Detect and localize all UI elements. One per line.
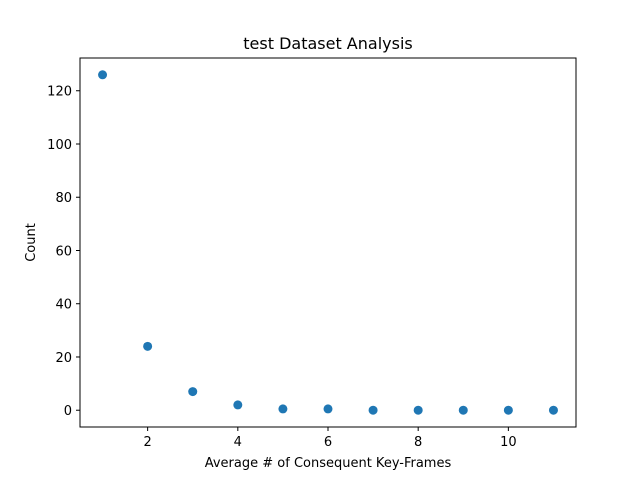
y-tick-label: 100 [47, 138, 72, 153]
data-point [503, 405, 513, 415]
x-axis-ticks: 2 4 6 8 10 [143, 427, 517, 450]
y-tick-label: 120 [47, 85, 72, 100]
data-point [413, 405, 423, 415]
x-tick-label: 6 [324, 435, 332, 450]
data-point [458, 405, 468, 415]
x-tick-label: 2 [143, 435, 151, 450]
chart-title: test Dataset Analysis [243, 34, 412, 53]
y-axis-label: Count [24, 223, 39, 262]
data-point [278, 404, 288, 414]
x-tick-label: 10 [500, 435, 517, 450]
y-tick-label: 40 [55, 298, 72, 313]
x-axis-label: Average # of Consequent Key-Frames [205, 456, 452, 471]
data-points [98, 70, 558, 415]
data-point [323, 404, 333, 414]
y-tick-label: 60 [55, 244, 72, 259]
y-axis-ticks: 0 20 40 60 80 100 120 [47, 85, 80, 419]
data-point [98, 70, 108, 80]
data-point [368, 405, 378, 415]
y-tick-label: 20 [55, 351, 72, 366]
x-tick-label: 4 [234, 435, 242, 450]
plot-area-frame [79, 57, 577, 428]
data-point [143, 341, 153, 351]
x-tick-label: 8 [414, 435, 422, 450]
y-tick-label: 80 [55, 191, 72, 206]
data-point [188, 387, 198, 397]
data-point [233, 400, 243, 410]
y-tick-label: 0 [64, 404, 72, 419]
data-point [548, 405, 558, 415]
